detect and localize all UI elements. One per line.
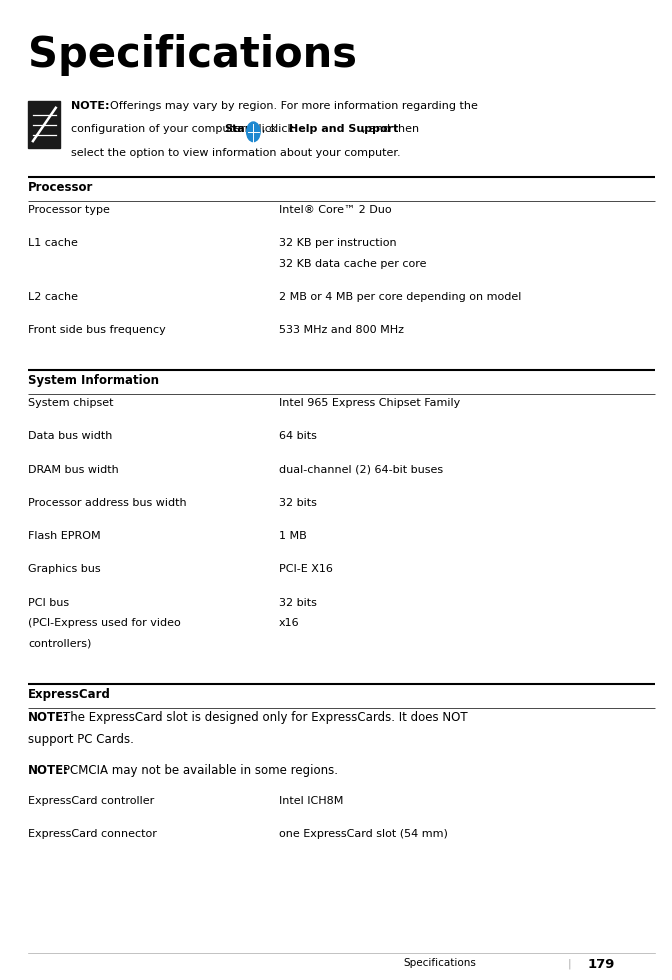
Text: 32 bits: 32 bits bbox=[279, 598, 317, 608]
Text: |: | bbox=[568, 958, 571, 969]
FancyBboxPatch shape bbox=[28, 101, 60, 148]
Text: configuration of your computer, click: configuration of your computer, click bbox=[71, 124, 281, 134]
Text: controllers): controllers) bbox=[28, 639, 91, 649]
Text: Offerings may vary by region. For more information regarding the: Offerings may vary by region. For more i… bbox=[110, 101, 478, 111]
Text: Graphics bus: Graphics bus bbox=[28, 564, 101, 574]
Text: DRAM bus width: DRAM bus width bbox=[28, 465, 119, 474]
Text: support PC Cards.: support PC Cards. bbox=[28, 733, 134, 746]
Text: L2 cache: L2 cache bbox=[28, 292, 78, 302]
Text: NOTE:: NOTE: bbox=[28, 711, 69, 724]
Text: NOTE:: NOTE: bbox=[28, 764, 69, 777]
Text: NOTE:: NOTE: bbox=[71, 101, 110, 111]
Text: The ExpressCard slot is designed only for ExpressCards. It does NOT: The ExpressCard slot is designed only fo… bbox=[63, 711, 468, 724]
Text: 32 KB per instruction: 32 KB per instruction bbox=[279, 238, 396, 248]
Text: PCI-E X16: PCI-E X16 bbox=[279, 564, 333, 574]
Text: Data bus width: Data bus width bbox=[28, 431, 113, 441]
Text: 32 KB data cache per core: 32 KB data cache per core bbox=[279, 259, 426, 269]
Text: x16: x16 bbox=[279, 618, 300, 628]
Text: 1 MB: 1 MB bbox=[279, 531, 306, 541]
Text: L1 cache: L1 cache bbox=[28, 238, 78, 248]
Text: , click: , click bbox=[262, 124, 298, 134]
Text: Start: Start bbox=[224, 124, 256, 134]
Text: Specifications: Specifications bbox=[403, 958, 476, 968]
Text: System Information: System Information bbox=[28, 374, 159, 387]
Text: Help and Support: Help and Support bbox=[289, 124, 398, 134]
Text: Flash EPROM: Flash EPROM bbox=[28, 531, 101, 541]
Text: 533 MHz and 800 MHz: 533 MHz and 800 MHz bbox=[279, 325, 404, 335]
Text: 64 bits: 64 bits bbox=[279, 431, 317, 441]
Text: Front side bus frequency: Front side bus frequency bbox=[28, 325, 166, 335]
Text: (PCI-Express used for video: (PCI-Express used for video bbox=[28, 618, 181, 628]
Text: ExpressCard connector: ExpressCard connector bbox=[28, 829, 157, 839]
Text: System chipset: System chipset bbox=[28, 398, 114, 408]
Text: ExpressCard: ExpressCard bbox=[28, 688, 111, 701]
Text: PCMCIA may not be available in some regions.: PCMCIA may not be available in some regi… bbox=[63, 764, 338, 777]
Text: dual-channel (2) 64-bit buses: dual-channel (2) 64-bit buses bbox=[279, 465, 443, 474]
Text: Processor address bus width: Processor address bus width bbox=[28, 498, 187, 508]
Text: Specifications: Specifications bbox=[28, 34, 358, 76]
Text: PCI bus: PCI bus bbox=[28, 598, 69, 608]
Text: Processor: Processor bbox=[28, 181, 93, 194]
Text: Intel® Core™ 2 Duo: Intel® Core™ 2 Duo bbox=[279, 205, 392, 215]
Text: 2 MB or 4 MB per core depending on model: 2 MB or 4 MB per core depending on model bbox=[279, 292, 521, 302]
Text: Intel ICH8M: Intel ICH8M bbox=[279, 796, 343, 806]
Text: 32 bits: 32 bits bbox=[279, 498, 317, 508]
Text: ExpressCard controller: ExpressCard controller bbox=[28, 796, 155, 806]
Text: 179: 179 bbox=[588, 958, 616, 971]
Text: select the option to view information about your computer.: select the option to view information ab… bbox=[71, 148, 401, 158]
Text: , and then: , and then bbox=[362, 124, 419, 134]
Text: Processor type: Processor type bbox=[28, 205, 110, 215]
Text: one ExpressCard slot (54 mm): one ExpressCard slot (54 mm) bbox=[279, 829, 448, 839]
Circle shape bbox=[247, 122, 260, 141]
Text: Intel 965 Express Chipset Family: Intel 965 Express Chipset Family bbox=[279, 398, 460, 408]
